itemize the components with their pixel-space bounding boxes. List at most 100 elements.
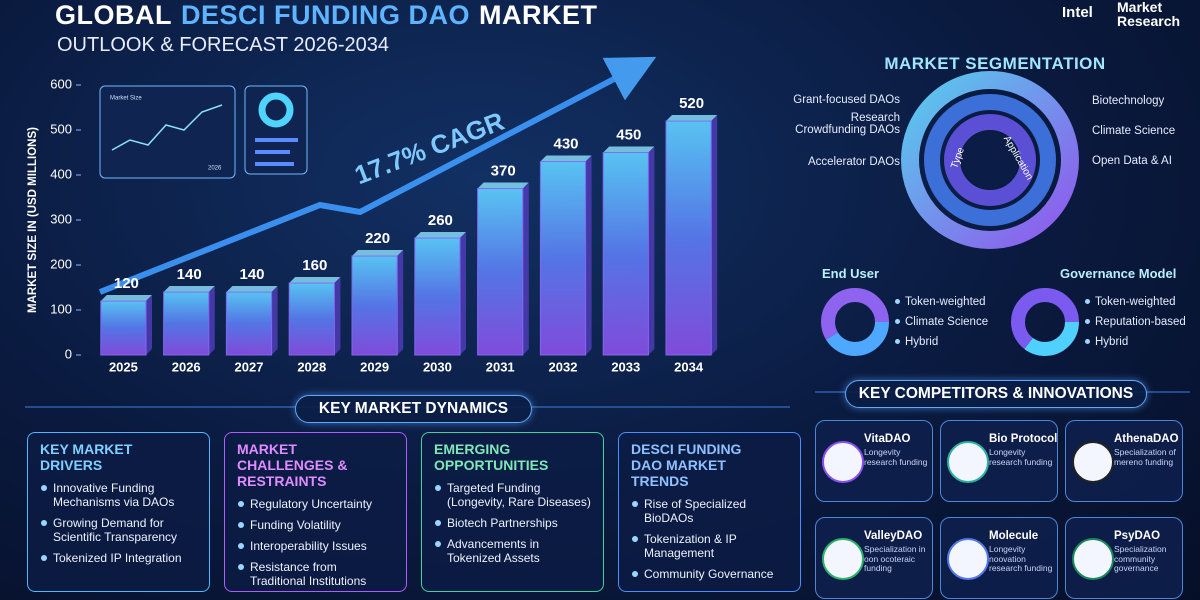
value-label: 160 [302,257,327,274]
value-label: 430 [553,135,578,152]
bar-top [351,250,404,256]
dynamics-item: Advancements in Tokenized Assets [434,537,591,565]
dynamics-item: Tokenized IP Integration [40,551,197,565]
bar-top [226,286,278,292]
dynamics-item: Interoperability Issues [237,539,394,553]
bar-top [414,232,467,238]
segmentation-title: MARKET SEGMENTATION [884,54,1106,73]
inset-donut [258,92,294,128]
competitor-icon [822,538,864,580]
y-tick-label: 600 [50,76,72,91]
y-tick-label: 500 [50,121,72,136]
y-tick-label: 400 [50,166,72,181]
dynamics-item: Funding Volatility [237,518,394,532]
dynamics-box: MARKET CHALLENGES & RESTRAINTS Regulatory… [224,432,407,592]
bar [665,120,712,356]
bar [163,291,210,356]
competitor-card: AthenaDAO Specialization of mereno fundin… [1065,420,1183,502]
x-tick-label: 2028 [297,359,326,374]
competitor-icon [947,441,989,483]
dynamics-title: KEY MARKET DYNAMICS [295,395,532,423]
bar-side [334,277,341,355]
dynamics-item: Targeted Funding (Longevity, Rare Diseas… [434,481,591,509]
y-tick-label: 100 [50,301,72,316]
bar [288,282,335,356]
bar [602,152,649,356]
segment-ring [924,94,1056,226]
competitor-name: AthenaDAO [1114,433,1179,445]
competitor-name: ValleyDAO [864,530,923,542]
competitor-name: VitaDAO [864,433,911,445]
competitor-card: Bio Protocol Longevity research funding [940,420,1058,502]
dynamics-item: Biotech Partnerships [434,516,591,530]
bar-top [665,115,718,121]
dynamics-box-title: KEY MARKET DRIVERS [40,441,133,473]
competitor-icon [1072,441,1114,483]
inset-line [111,104,223,151]
governance-item: Hybrid [1085,336,1128,348]
x-tick-label: 2025 [109,359,138,374]
dynamics-item: Innovative Funding Mechanisms via DAOs [40,481,197,509]
bar-side [271,286,278,355]
dynamics-box-title: MARKET CHALLENGES & RESTRAINTS [237,441,348,489]
dynamics-item: Rise of Specialized BioDAOs [631,497,788,525]
value-label: 120 [114,275,139,292]
bar [477,188,524,356]
competitor-card: VitaDAO Longevity research funding [815,420,933,502]
bar-side [208,286,215,355]
bar [539,161,587,356]
x-tick-label: 2034 [674,359,704,374]
end-user-item: Token-weighted [895,296,986,308]
dynamics-box: EMERGING OPPORTUNITIES Targeted Funding (… [421,432,604,592]
value-label: 450 [616,126,641,143]
logo: Intel [1062,4,1093,21]
competitor-card: PsyDAO Specialization community governanc… [1065,517,1183,599]
governance-donut [1011,288,1079,356]
dynamics-box-title: DESCI FUNDING DAO MARKET TRENDS [631,441,742,489]
competitors-title: KEY COMPETITORS & INNOVATIONS [845,380,1147,408]
x-tick-label: 2033 [611,359,640,374]
dynamics-item: Regulatory Uncertainty [237,497,394,511]
y-axis-label: MARKET SIZE IN (USD MILLIONS) [27,127,39,313]
subtitle: OUTLOOK & FORECAST 2026-2034 [57,34,389,56]
governance-title: Governance Model [1060,266,1177,281]
dynamics-box: KEY MARKET DRIVERS Innovative Funding Mec… [27,432,210,592]
segment-application-label: Biotechnology [1092,95,1165,107]
competitor-description: Specialization of mereno funding [1114,447,1176,467]
x-tick-label: 2030 [423,359,452,374]
competitor-description: Longevity noovation research funding [989,544,1053,573]
bar-side [146,295,153,355]
governance-item: Token-weighted [1085,296,1176,308]
bar-top [100,295,153,301]
segment-core [962,132,1018,188]
value-label: 260 [428,212,453,229]
inset-year: 2026 [208,166,222,172]
value-label: 220 [365,230,390,247]
dynamics-item: Community Governance [631,567,788,581]
bar-top [163,286,215,292]
end-user-donut [821,288,889,356]
bar [225,291,273,356]
logo-text: Market Research [1117,0,1181,29]
x-tick-label: 2026 [172,359,201,374]
bar-top [477,182,529,189]
x-tick-label: 2027 [235,359,264,374]
competitor-name: Molecule [989,530,1039,542]
inset-title: Market Size [110,96,142,102]
competitor-name: PsyDAO [1114,530,1161,542]
competitor-icon [822,441,864,483]
competitor-description: Specialization in oon ocoteraic funding [864,544,926,573]
x-tick-label: 2031 [486,359,515,374]
bar-top [540,155,592,162]
end-user-item: Hybrid [895,336,938,348]
value-label: 140 [177,266,202,283]
bar-side [460,232,467,355]
competitor-name: Bio Protocol [989,433,1058,445]
bar-top [289,277,341,283]
inset-panel [99,85,236,179]
value-label: 520 [679,95,704,112]
title-part: DESCI FUNDING DAO [181,0,471,30]
competitor-card: Molecule Longevity noovation research fun… [940,517,1058,599]
competitor-card: ValleyDAO Specialization in oon ocoteraic… [815,517,933,599]
